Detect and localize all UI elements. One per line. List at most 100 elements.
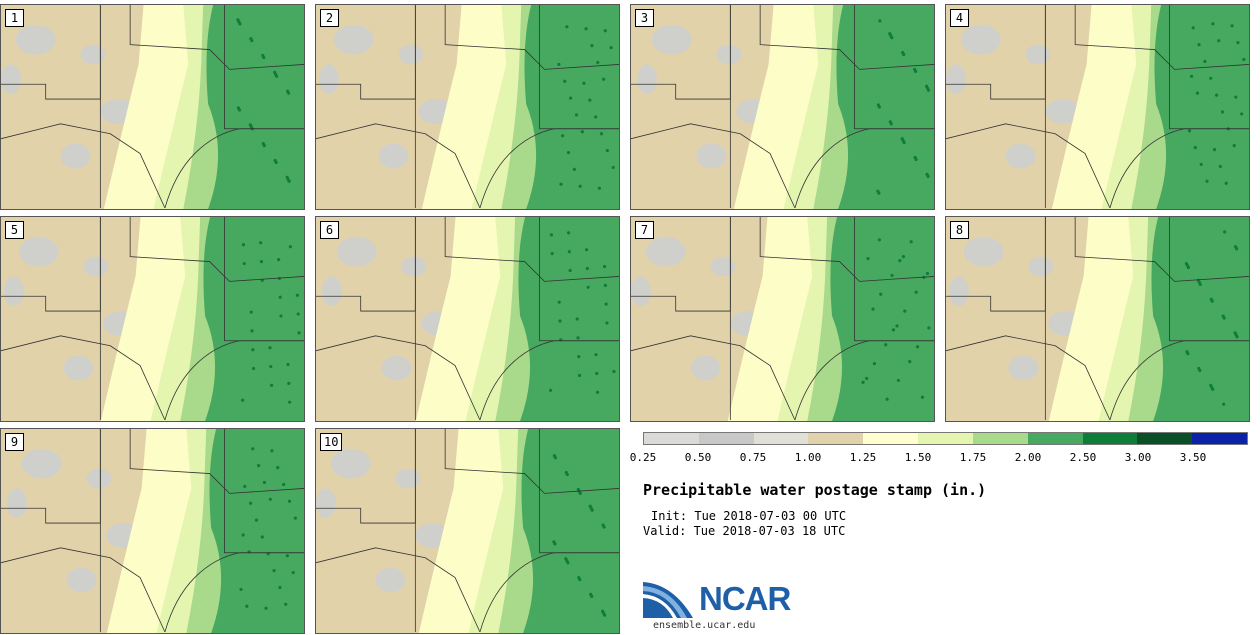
pw-speckle-2-50 [597, 186, 601, 190]
pw-speckle-2-50 [1210, 299, 1214, 303]
color-scale-ticks: 0.25 0.50 0.75 1.00 1.25 1.50 1.75 2.00 2.50 3.00… [630, 451, 1248, 465]
pw-speckle-2-50 [609, 45, 613, 50]
color-scale-tick-label: 2.00 [1014, 451, 1042, 464]
stamp-panel-5: 5 [0, 216, 305, 422]
pw-speckle-2-50 [250, 329, 254, 333]
state-boundary [479, 552, 619, 633]
valid-time: Valid: Tue 2018-07-03 18 UTC [643, 524, 846, 538]
dry-region [710, 256, 736, 277]
pw-speckle-2-50 [1223, 230, 1227, 234]
pw-speckle-2-50 [1235, 335, 1239, 339]
pw-speckle-2-50 [574, 113, 579, 117]
pw-speckle-2-50 [914, 290, 918, 294]
pw-speckle-2-50 [278, 295, 282, 299]
pw-speckle-2-50 [866, 257, 870, 261]
pw-speckle-2-50 [1240, 112, 1244, 116]
pw-band-2-00 [206, 5, 304, 209]
pw-speckle-2-50 [245, 604, 249, 608]
pw-speckle-2-50 [578, 184, 582, 188]
pw-speckle-2-50 [295, 293, 299, 297]
pw-speckle-2-50 [563, 79, 567, 83]
color-swatch [972, 433, 1028, 444]
pw-speckle-2-50 [279, 314, 283, 318]
pw-speckle-2-50 [595, 390, 600, 394]
dry-region [318, 64, 339, 95]
pw-speckle-2-50 [896, 378, 901, 382]
pw-speckle-2-50 [254, 518, 259, 522]
pw-speckle-2-50 [284, 602, 288, 606]
pw-speckle-2-50 [915, 345, 920, 349]
pw-speckle-2-50 [262, 480, 267, 485]
pw-speckle-2-50 [602, 525, 606, 529]
color-scale-tick-label: 1.75 [959, 451, 987, 464]
pw-speckle-2-50 [599, 132, 604, 136]
color-scale-tick-label: 0.25 [629, 451, 657, 464]
pw-band-2-00 [1154, 5, 1249, 209]
pw-speckle-2-50 [584, 248, 589, 252]
ncar-swoosh-icon [643, 582, 693, 618]
state-boundary [164, 128, 304, 209]
dry-region [1, 64, 21, 95]
state-boundary [1109, 128, 1249, 209]
pw-speckle-2-50 [588, 98, 592, 102]
pw-speckle-2-50 [926, 174, 930, 178]
pw-speckle-2-50 [241, 243, 246, 247]
pw-speckle-2-50 [270, 383, 274, 387]
state-boundary [444, 429, 619, 494]
pw-speckle-2-50 [1198, 282, 1202, 286]
member-label: 5 [5, 221, 24, 239]
dry-region [398, 44, 424, 65]
member-label: 6 [320, 221, 339, 239]
pw-map-7 [631, 217, 934, 421]
state-boundary [794, 128, 934, 209]
pw-speckle-2-50 [1186, 352, 1190, 356]
pw-speckle-2-50 [861, 380, 865, 384]
dry-region [336, 236, 377, 267]
dry-region [1025, 44, 1051, 65]
pw-speckle-2-50 [287, 499, 292, 503]
pw-speckle-2-50 [596, 60, 600, 65]
pw-map-1 [1, 5, 304, 209]
pw-speckle-2-50 [557, 300, 561, 304]
color-swatch [1027, 433, 1083, 444]
pw-band-2-00 [521, 429, 619, 633]
member-label: 1 [5, 9, 24, 27]
pw-speckle-2-50 [278, 585, 282, 590]
pw-speckle-2-50 [901, 255, 905, 259]
pw-speckle-2-50 [594, 353, 598, 357]
color-swatch [918, 433, 973, 444]
dry-region [948, 276, 969, 307]
pw-speckle-2-50 [270, 449, 274, 453]
ncar-logo[interactable]: NCAR [643, 578, 793, 622]
dry-region [6, 488, 27, 519]
pw-speckle-2-50 [603, 29, 607, 33]
pw-speckle-2-50 [249, 501, 253, 505]
dry-region [651, 24, 692, 55]
pw-speckle-2-50 [285, 554, 289, 558]
state-boundary [946, 335, 1111, 421]
stamp-panel-6: 6 [315, 216, 620, 422]
member-label: 9 [5, 433, 24, 451]
pw-speckle-2-50 [895, 324, 899, 328]
pw-speckle-2-50 [565, 472, 569, 477]
pw-speckle-2-50 [605, 321, 609, 325]
pw-speckle-2-50 [282, 482, 286, 487]
pw-speckle-2-50 [885, 397, 889, 401]
pw-speckle-2-50 [288, 245, 292, 249]
pw-speckle-2-50 [1199, 162, 1203, 167]
dry-region [1008, 355, 1039, 381]
color-scale-bar [643, 432, 1248, 445]
pw-speckle-2-50 [1189, 74, 1194, 78]
dry-region [21, 448, 62, 479]
pw-speckle-2-50 [584, 27, 588, 31]
site-url[interactable]: ensemble.ucar.edu [653, 620, 756, 631]
pw-speckle-2-50 [877, 191, 881, 195]
pw-speckle-2-50 [890, 36, 894, 40]
stamp-panel-8: 8 [945, 216, 1250, 422]
pw-speckle-2-50 [925, 271, 930, 276]
pw-speckle-2-50 [1209, 76, 1213, 80]
pw-speckle-2-50 [603, 613, 607, 617]
pw-speckle-2-50 [1186, 265, 1190, 270]
color-scale-tick-label: 3.50 [1179, 451, 1207, 464]
pw-speckle-2-50 [582, 81, 586, 85]
